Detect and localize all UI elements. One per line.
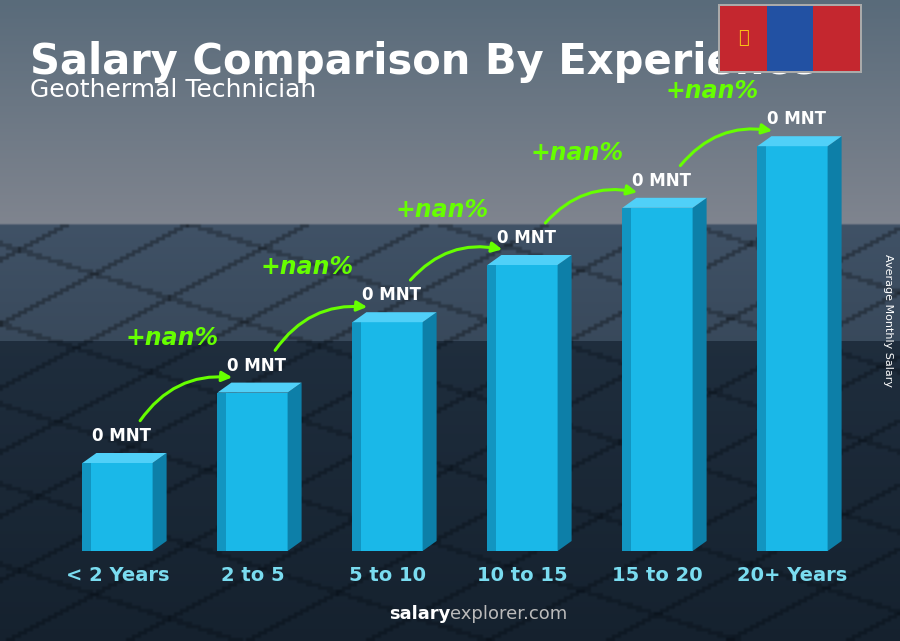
Polygon shape	[758, 136, 842, 146]
Text: 20+ Years: 20+ Years	[737, 566, 848, 585]
Text: < 2 Years: < 2 Years	[66, 566, 169, 585]
Polygon shape	[693, 198, 706, 551]
Polygon shape	[153, 453, 166, 551]
Text: Geothermal Technician: Geothermal Technician	[30, 78, 316, 102]
Polygon shape	[558, 255, 572, 551]
Polygon shape	[83, 463, 153, 551]
Text: 0 MNT: 0 MNT	[632, 172, 691, 190]
Text: ᚡ: ᚡ	[738, 29, 749, 47]
Polygon shape	[83, 453, 166, 463]
Polygon shape	[288, 383, 302, 551]
Polygon shape	[758, 146, 766, 551]
Text: 10 to 15: 10 to 15	[477, 566, 568, 585]
Polygon shape	[758, 146, 828, 551]
Polygon shape	[83, 463, 91, 551]
Polygon shape	[623, 198, 706, 208]
Text: Average Monthly Salary: Average Monthly Salary	[883, 254, 893, 388]
Bar	[814, 6, 860, 71]
Text: salary: salary	[389, 605, 450, 623]
Text: +nan%: +nan%	[395, 198, 489, 222]
Polygon shape	[218, 392, 226, 551]
Text: 0 MNT: 0 MNT	[92, 427, 151, 445]
Text: 0 MNT: 0 MNT	[767, 110, 826, 128]
Polygon shape	[623, 208, 631, 551]
Polygon shape	[353, 312, 436, 322]
Text: +nan%: +nan%	[260, 255, 354, 279]
Polygon shape	[218, 383, 302, 392]
Text: +nan%: +nan%	[665, 79, 759, 103]
Text: +nan%: +nan%	[125, 326, 219, 349]
Polygon shape	[423, 312, 436, 551]
Text: explorer.com: explorer.com	[450, 605, 567, 623]
Text: 2 to 5: 2 to 5	[220, 566, 284, 585]
Bar	[718, 4, 862, 73]
Text: Salary Comparison By Experience: Salary Comparison By Experience	[30, 41, 817, 83]
Polygon shape	[488, 265, 558, 551]
Text: 15 to 20: 15 to 20	[612, 566, 703, 585]
Polygon shape	[218, 392, 288, 551]
Text: 0 MNT: 0 MNT	[497, 229, 556, 247]
Polygon shape	[488, 255, 572, 265]
Polygon shape	[353, 322, 423, 551]
Text: 5 to 10: 5 to 10	[349, 566, 426, 585]
Polygon shape	[353, 322, 361, 551]
Text: 0 MNT: 0 MNT	[227, 356, 286, 374]
Bar	[767, 6, 814, 71]
Bar	[720, 6, 767, 71]
Polygon shape	[623, 208, 693, 551]
Text: +nan%: +nan%	[530, 141, 624, 165]
Polygon shape	[488, 265, 496, 551]
Polygon shape	[828, 136, 842, 551]
Text: 0 MNT: 0 MNT	[362, 286, 421, 304]
